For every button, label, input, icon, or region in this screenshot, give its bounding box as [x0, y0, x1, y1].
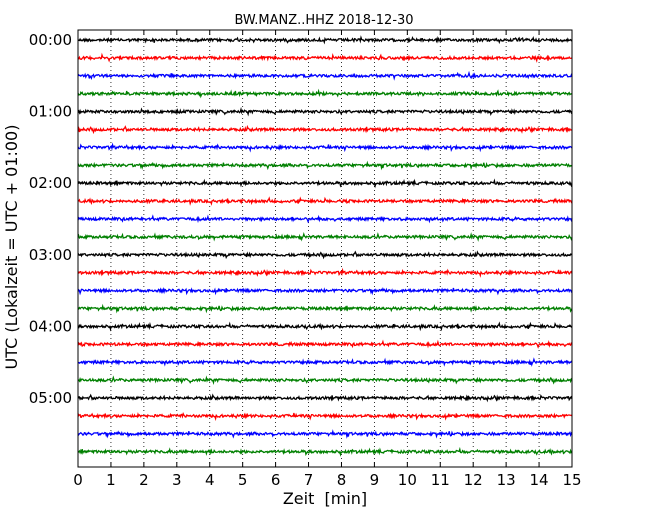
- trace-0015: [77, 52, 573, 63]
- trace-0000: [77, 35, 572, 45]
- x-tick-label: 7: [304, 471, 314, 489]
- x-tick-label: 13: [497, 471, 516, 489]
- trace-0300: [77, 250, 573, 260]
- trace-0530: [77, 429, 573, 439]
- y-tick-label: 02:00: [29, 174, 72, 192]
- y-tick-label: 04:00: [29, 317, 72, 335]
- trace-0145: [77, 160, 573, 171]
- trace-0315: [77, 267, 573, 278]
- trace-0130: [77, 142, 573, 153]
- trace-0500: [77, 393, 573, 403]
- x-axis-ticks: 0 1 2 3 4 5 6 7 8 9 10 11 12 13 14 15: [73, 30, 582, 489]
- trace-0045: [77, 88, 573, 99]
- trace-0115: [77, 124, 573, 135]
- trace-0515: [77, 411, 573, 422]
- x-tick-label: 11: [431, 471, 450, 489]
- x-tick-label: 12: [464, 471, 483, 489]
- x-tick-label: 2: [139, 471, 149, 489]
- x-tick-label: 9: [370, 471, 380, 489]
- y-tick-label: 03:00: [29, 246, 72, 264]
- y-tick-label: 05:00: [29, 389, 72, 407]
- trace-0245: [77, 231, 573, 242]
- x-axis-label: Zeit [min]: [283, 489, 367, 508]
- x-tick-label: 1: [106, 471, 116, 489]
- y-tick-label: 01:00: [29, 103, 72, 121]
- trace-0100: [77, 106, 573, 117]
- y-axis-ticks: 00:00 01:00 02:00 03:00 04:00 05:00: [29, 31, 572, 407]
- trace-0415: [77, 339, 573, 349]
- trace-0030: [77, 70, 573, 81]
- trace-0230: [77, 214, 573, 224]
- trace-0330: [77, 287, 573, 296]
- trace-0215: [77, 196, 573, 206]
- plot-frame: [77, 29, 573, 468]
- x-tick-label: 6: [271, 471, 281, 489]
- trace-0200: [77, 178, 573, 189]
- seismic-traces: [77, 35, 573, 457]
- x-tick-label: 15: [562, 471, 581, 489]
- trace-0345: [77, 303, 573, 314]
- x-tick-label: 8: [337, 471, 347, 489]
- x-tick-label: 4: [205, 471, 215, 489]
- trace-0430: [77, 357, 573, 367]
- chart-title: BW.MANZ..HHZ 2018-12-30: [234, 13, 413, 28]
- x-tick-label: 14: [530, 471, 549, 489]
- y-axis-label: UTC (Lokalzeit = UTC + 01:00): [2, 125, 21, 370]
- grid-lines: [110, 30, 540, 467]
- x-tick-label: 5: [238, 471, 248, 489]
- trace-0545: [77, 446, 573, 457]
- trace-0400: [77, 321, 573, 332]
- y-tick-label: 00:00: [29, 31, 72, 49]
- trace-0445: [77, 375, 573, 386]
- x-tick-label: 0: [73, 471, 83, 489]
- x-tick-label: 10: [398, 471, 417, 489]
- x-tick-label: 3: [172, 471, 182, 489]
